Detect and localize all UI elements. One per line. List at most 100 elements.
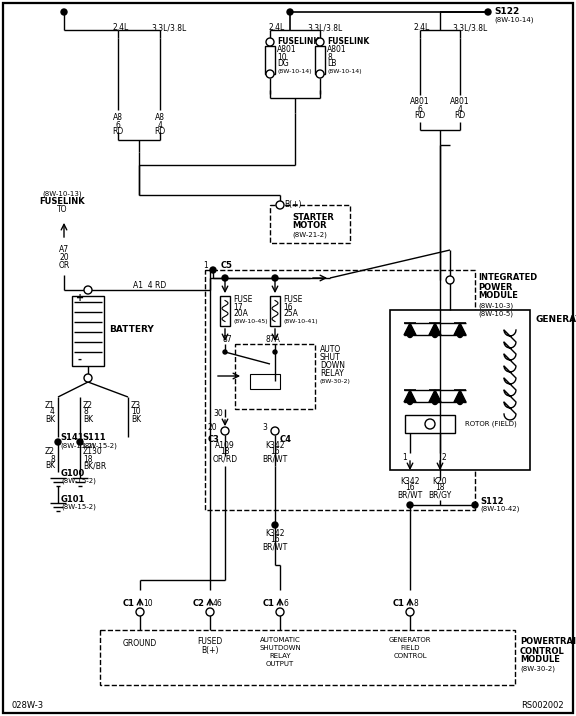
Text: (8W-15-2): (8W-15-2): [61, 478, 96, 484]
Text: 25A: 25A: [283, 309, 298, 319]
Text: A801: A801: [410, 97, 430, 107]
Text: 6: 6: [283, 599, 288, 609]
Text: A801: A801: [450, 97, 470, 107]
Text: C1: C1: [123, 599, 135, 609]
Text: CONTROL: CONTROL: [520, 647, 564, 656]
Text: BR/WT: BR/WT: [397, 490, 423, 500]
Text: S112: S112: [480, 496, 503, 505]
Text: INTEGRATED: INTEGRATED: [478, 274, 537, 283]
Circle shape: [272, 275, 278, 281]
Text: Z130: Z130: [83, 448, 103, 457]
Text: RD: RD: [414, 112, 426, 120]
Text: SHUT: SHUT: [320, 352, 340, 362]
Bar: [205, 270, 475, 510]
Circle shape: [433, 332, 438, 337]
Text: BR/WT: BR/WT: [263, 543, 287, 551]
Bar: [390, 310, 530, 470]
Text: (8W-10-3): (8W-10-3): [478, 303, 513, 309]
Text: B(+): B(+): [284, 200, 301, 208]
Text: +: +: [76, 293, 84, 303]
Circle shape: [221, 427, 229, 435]
Text: 16: 16: [270, 536, 280, 544]
Text: Z2: Z2: [45, 448, 55, 457]
Text: AUTOMATIC: AUTOMATIC: [260, 637, 300, 643]
Circle shape: [266, 70, 274, 78]
Text: DG: DG: [277, 59, 289, 69]
Text: 1: 1: [203, 261, 208, 269]
Text: (8W-10-42): (8W-10-42): [480, 505, 520, 512]
Text: RD: RD: [154, 127, 166, 137]
Text: 1: 1: [402, 453, 407, 463]
Bar: [220, 296, 230, 326]
Text: MODULE: MODULE: [520, 656, 560, 664]
Text: BK/BR: BK/BR: [83, 462, 106, 470]
Text: S141: S141: [60, 433, 84, 442]
Text: 4: 4: [457, 105, 463, 114]
Text: (8W-10-14): (8W-10-14): [277, 69, 312, 74]
Text: (8W-21-2): (8W-21-2): [292, 232, 327, 238]
Circle shape: [206, 608, 214, 616]
Bar: [235, 344, 315, 409]
Text: (8W-10-13): (8W-10-13): [42, 190, 82, 197]
Polygon shape: [404, 390, 416, 402]
Circle shape: [77, 439, 83, 445]
Text: 18: 18: [83, 455, 93, 463]
Text: FUSE: FUSE: [233, 296, 252, 304]
Text: 028W-3: 028W-3: [12, 702, 44, 710]
Text: MODULE: MODULE: [478, 291, 518, 301]
Circle shape: [446, 276, 454, 284]
Text: GROUND: GROUND: [123, 639, 157, 649]
Bar: [270, 205, 350, 243]
Text: FUSELINK: FUSELINK: [277, 37, 319, 47]
Text: K20: K20: [433, 477, 448, 485]
Text: K342: K342: [400, 477, 420, 485]
Text: 8: 8: [327, 52, 332, 62]
Text: FUSELINK: FUSELINK: [327, 37, 369, 47]
Circle shape: [55, 439, 61, 445]
Text: ROTOR (FIELD): ROTOR (FIELD): [465, 421, 517, 427]
Circle shape: [84, 374, 92, 382]
Text: 10: 10: [277, 52, 287, 62]
Circle shape: [472, 502, 478, 508]
Circle shape: [272, 522, 278, 528]
Circle shape: [433, 400, 438, 405]
Bar: [265, 46, 275, 74]
Text: 16: 16: [283, 302, 293, 311]
Circle shape: [425, 419, 435, 429]
Circle shape: [407, 502, 413, 508]
Text: RELAY: RELAY: [269, 653, 291, 659]
Bar: [270, 296, 280, 326]
Text: Z2: Z2: [83, 400, 93, 410]
Text: 10: 10: [131, 407, 141, 417]
Text: S122: S122: [494, 7, 519, 16]
Circle shape: [407, 400, 412, 405]
Text: OR/RD: OR/RD: [213, 455, 237, 463]
Text: 3.3L/3.8L: 3.3L/3.8L: [452, 24, 487, 32]
Text: 2.4L: 2.4L: [269, 24, 285, 32]
Text: (8W-30-2): (8W-30-2): [320, 379, 351, 384]
Text: C5: C5: [221, 261, 233, 269]
Text: 87A: 87A: [266, 334, 281, 344]
Text: 10: 10: [143, 599, 153, 609]
Text: 16: 16: [405, 483, 415, 493]
Text: 3: 3: [262, 422, 267, 432]
Text: 3.3L/3.8L: 3.3L/3.8L: [307, 24, 342, 32]
Text: DOWN: DOWN: [320, 360, 345, 369]
Bar: [315, 46, 325, 74]
Circle shape: [84, 286, 92, 294]
Text: A8: A8: [155, 114, 165, 122]
Bar: [100, 630, 515, 685]
Circle shape: [210, 267, 216, 273]
Text: G101: G101: [61, 495, 85, 503]
Text: (8W-10-14): (8W-10-14): [494, 16, 533, 23]
Circle shape: [273, 350, 277, 354]
Text: 20A: 20A: [233, 309, 248, 319]
Text: (8W-15-2): (8W-15-2): [60, 442, 95, 449]
Text: C1: C1: [263, 599, 275, 609]
Circle shape: [276, 608, 284, 616]
Text: 46: 46: [213, 599, 223, 609]
Text: C1: C1: [393, 599, 405, 609]
Circle shape: [276, 201, 284, 209]
Text: C3: C3: [208, 435, 220, 443]
Text: 6: 6: [116, 120, 120, 130]
